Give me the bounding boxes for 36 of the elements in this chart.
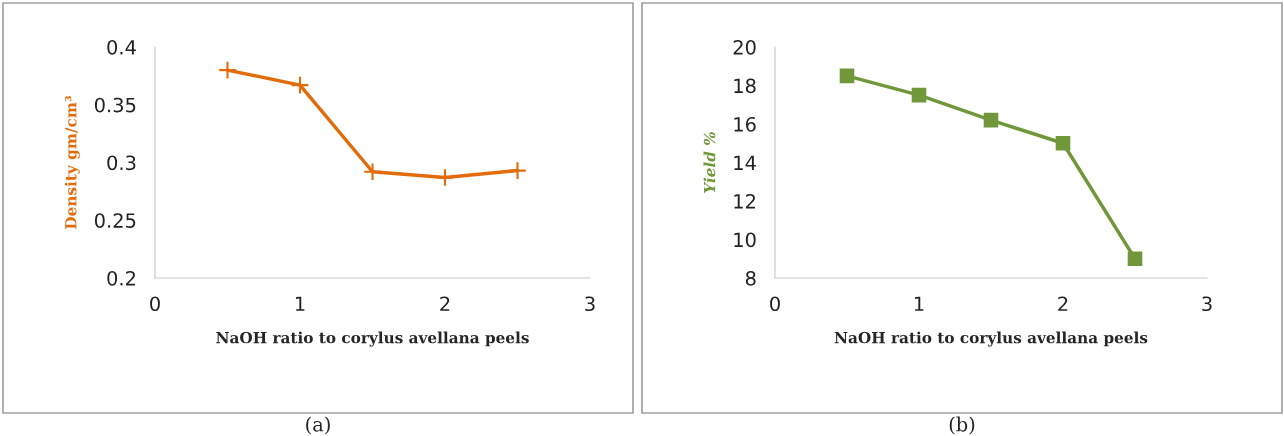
x-axis-title: NaOH ratio to corylus avellana peels: [834, 331, 1148, 347]
point: [435, 168, 455, 187]
y-tick-label: 0.2: [107, 270, 135, 286]
x-axis-title: NaOH ratio to corylus avellana peels: [216, 331, 529, 347]
x-tick-label: 1: [295, 296, 305, 311]
point: [508, 161, 527, 180]
y-tick-label: 18: [734, 78, 756, 94]
x-tick-label: 2: [1058, 296, 1068, 311]
point: [911, 87, 927, 103]
y-tick-label: 0.3: [107, 155, 136, 171]
x-tick-label: 0: [150, 296, 160, 312]
y-tick-label: 10: [734, 232, 756, 248]
point: [218, 60, 237, 80]
y-tick-label: 0.35: [94, 97, 136, 113]
y-tick-label: 14: [734, 155, 756, 170]
x-tick-label: 2: [440, 296, 450, 311]
point: [1055, 135, 1071, 151]
point: [363, 162, 382, 182]
y-tick-label: 8: [745, 270, 756, 286]
text: (b): [949, 416, 975, 435]
y-tick-label: 20: [733, 39, 756, 55]
y-tick-label: 12: [734, 193, 755, 209]
y-tick-label: 0.25: [94, 213, 136, 228]
y-tick-label: 0.4: [107, 39, 136, 55]
point: [983, 112, 999, 128]
y-axis-title: Density gm/cm³: [64, 95, 80, 229]
y-axis-title: Yield %: [703, 132, 716, 193]
point: [1127, 251, 1143, 267]
point: [839, 68, 855, 84]
y-tick-label: 16: [734, 116, 756, 132]
text: (a): [306, 416, 330, 435]
point: [290, 75, 310, 95]
x-tick-label: 0: [770, 296, 780, 312]
x-tick-label: 1: [914, 296, 924, 311]
x-tick-label: 3: [1202, 296, 1212, 312]
x-tick-label: 3: [585, 296, 595, 312]
